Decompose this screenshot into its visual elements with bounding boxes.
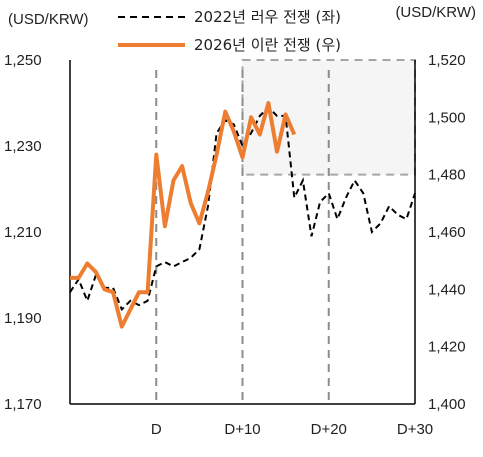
x-tick-labels: D D+10 D+20 D+30: [151, 421, 433, 438]
left-tick-label: 1,250: [4, 52, 42, 69]
x-tick-label: D: [151, 421, 162, 438]
left-tick-label: 1,170: [4, 396, 42, 413]
series-2026-iran-war: [70, 101, 297, 329]
right-tick-label: 1,480: [428, 167, 466, 184]
x-tick-label: D+20: [311, 421, 347, 438]
left-tick-label: 1,210: [4, 224, 42, 241]
right-axis-unit: (USD/KRW): [395, 4, 476, 21]
right-tick-label: 1,400: [428, 396, 466, 413]
x-tick-label: D+30: [397, 421, 433, 438]
left-axis-unit: (USD/KRW): [8, 11, 89, 28]
legend-label-2022: 2022년 러우 전쟁 (좌): [194, 8, 341, 26]
legend: 2022년 러우 전쟁 (좌) 2026년 이란 전쟁 (우): [118, 8, 341, 54]
right-tick-label: 1,520: [428, 52, 466, 69]
legend-label-2026: 2026년 이란 전쟁 (우): [194, 36, 341, 54]
x-tick-label: D+10: [224, 421, 260, 438]
right-tick-labels: 1,520 1,500 1,480 1,460 1,440 1,420 1,400: [428, 52, 466, 413]
left-tick-labels: 1,250 1,230 1,210 1,190 1,170: [4, 52, 42, 413]
right-tick-label: 1,420: [428, 339, 466, 356]
right-tick-label: 1,500: [428, 109, 466, 126]
series-2022-russia-ukraine-war: [69, 105, 416, 312]
left-tick-label: 1,190: [4, 310, 42, 327]
right-tick-label: 1,460: [428, 224, 466, 241]
right-tick-label: 1,440: [428, 281, 466, 298]
left-tick-label: 1,230: [4, 138, 42, 155]
